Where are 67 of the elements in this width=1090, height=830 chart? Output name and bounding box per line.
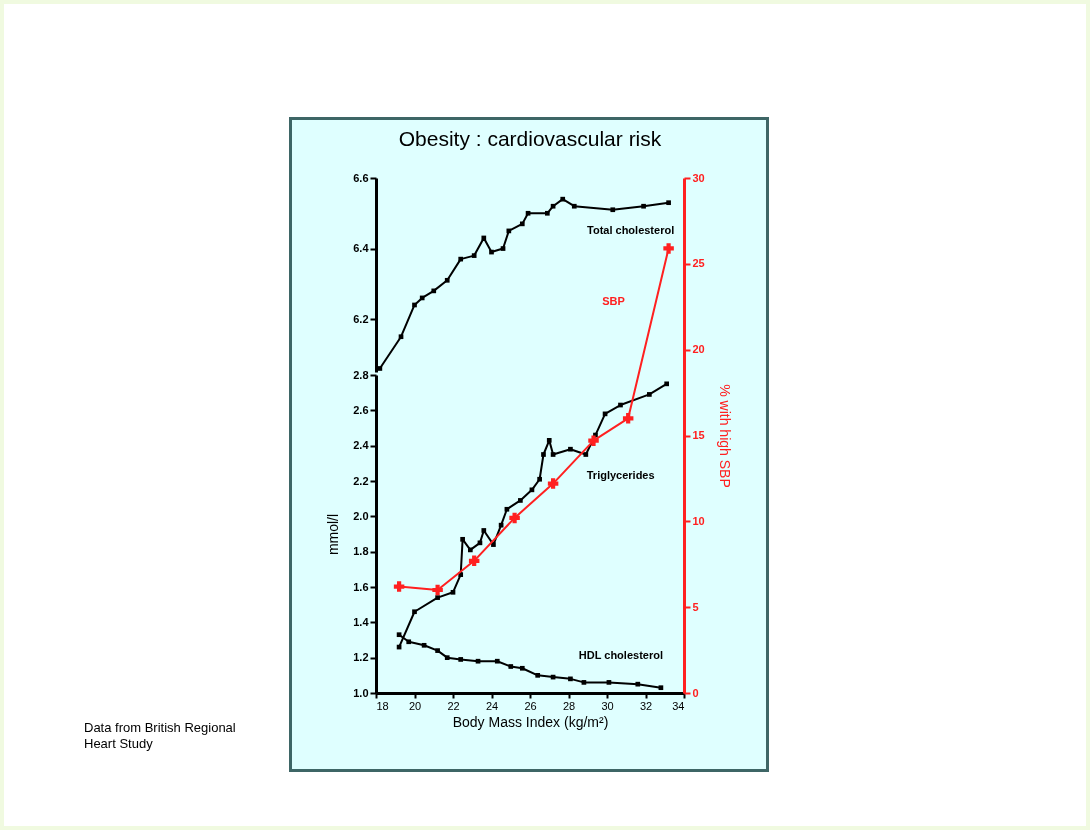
text: SBP (602, 295, 625, 308)
point (506, 228, 512, 234)
point (525, 210, 531, 216)
point (622, 413, 634, 424)
point (663, 243, 674, 254)
x-tick-label: 34 (672, 699, 685, 712)
y-axis-title: mmol/l (325, 513, 342, 556)
series-label: HDL cholesterol (578, 648, 663, 661)
x-tick-label: 30 (601, 699, 614, 712)
y-tick-label: 1.0 (353, 686, 369, 699)
y-tick-label: 1.4 (353, 615, 370, 628)
point (458, 256, 464, 262)
series-label: Total cholesterol (587, 223, 675, 236)
y-tick-label: 6.4 (353, 242, 370, 255)
point (377, 366, 383, 371)
x-tick-label: 28 (562, 699, 576, 712)
y2-tick-label: 30 (692, 171, 705, 184)
point (481, 235, 487, 241)
point (544, 210, 550, 216)
y-tick-label: 6.2 (353, 312, 369, 325)
x-tick-label: 26 (524, 699, 537, 712)
y2-tick-label: 20 (692, 343, 705, 356)
point (547, 478, 559, 489)
point (471, 253, 477, 258)
point (431, 288, 437, 294)
y-tick-label: 1.8 (353, 545, 369, 558)
x-tick-label: 20 (408, 699, 422, 712)
x-axis-title: Body Mass Index (kg/m²) (452, 713, 609, 730)
y2-tick-label: 25 (692, 257, 705, 270)
x-tick-label: 22 (447, 699, 460, 712)
y2-tick-label: 10 (692, 514, 705, 527)
y-tick-label: 2.4 (353, 439, 370, 452)
point (500, 246, 506, 251)
point (393, 581, 405, 592)
y-tick-label: 2.0 (353, 509, 369, 522)
y2-tick-label: 5 (692, 600, 699, 613)
point (432, 584, 443, 596)
y-tick-label: 6.6 (353, 171, 369, 184)
y-tick-label: 2.2 (353, 474, 369, 487)
x-tick-label: 24 (485, 699, 499, 712)
text: Data from British Regional Heart Study (84, 720, 237, 752)
y-tick-label: 1.2 (353, 651, 369, 664)
point (519, 221, 525, 227)
y2-tick-label: 15 (692, 429, 705, 441)
y2-tick-label: 0 (692, 686, 699, 699)
point (588, 435, 599, 446)
point (571, 203, 577, 209)
point (412, 302, 417, 308)
chart-title: Obesity : cardiovascular risk (398, 127, 662, 150)
point (398, 334, 404, 340)
point (560, 196, 566, 202)
y-tick-label: 2.6 (353, 403, 369, 416)
point (489, 249, 494, 255)
x-tick-label: 18 (376, 699, 389, 712)
series-label: Triglycerides (586, 468, 655, 481)
y2-axis-title: % with high SBP (716, 384, 733, 488)
point (610, 207, 616, 213)
point (666, 200, 671, 206)
point (509, 512, 520, 524)
y-tick-label: 1.6 (353, 580, 369, 593)
point (641, 203, 646, 209)
point (468, 555, 480, 567)
x-tick-label: 32 (639, 699, 653, 712)
y-tick-label: 2.8 (353, 368, 369, 381)
point (419, 295, 425, 301)
point (550, 203, 556, 209)
point (444, 277, 450, 283)
